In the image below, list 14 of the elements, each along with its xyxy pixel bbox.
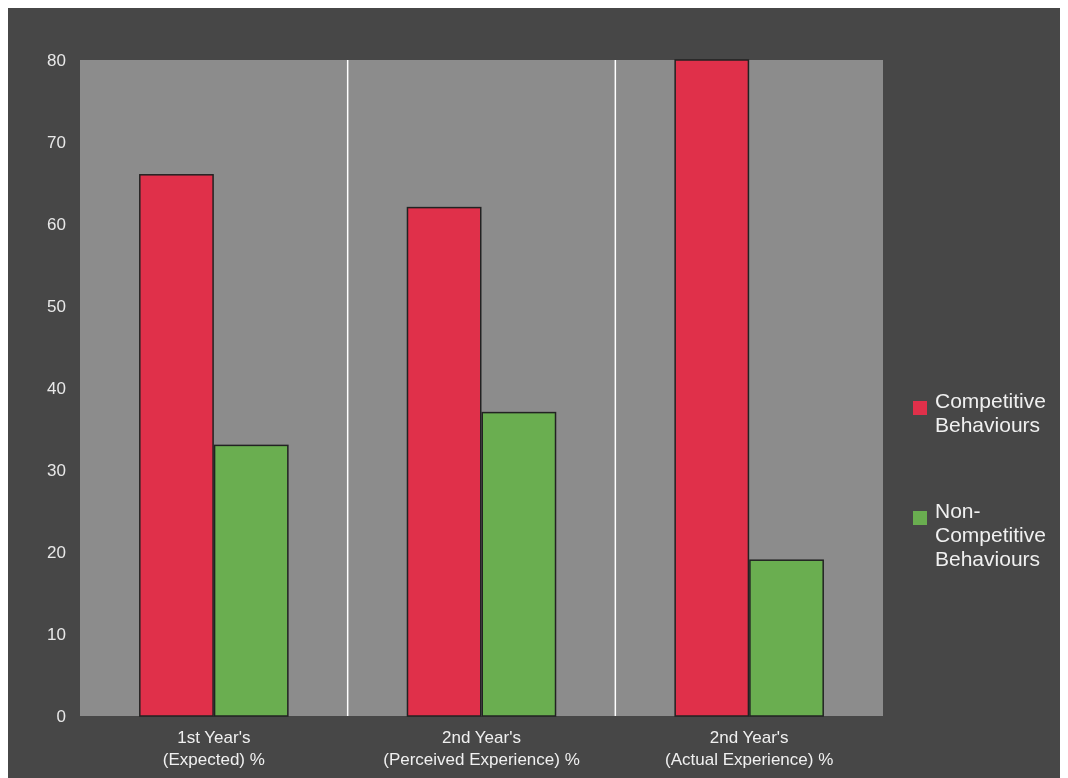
y-tick-label: 0	[56, 706, 66, 726]
y-tick-label: 80	[47, 50, 66, 70]
legend-label: Competitive Behaviours	[935, 389, 1046, 436]
x-tick-label: 2nd Year's (Perceived Experience) %	[383, 728, 580, 769]
y-tick-label: 40	[47, 378, 66, 398]
y-tick-label: 60	[47, 214, 66, 234]
x-tick-label: 1st Year's (Expected) %	[162, 728, 265, 769]
y-tick-label: 20	[47, 542, 66, 562]
y-tick-label: 70	[47, 132, 66, 152]
y-tick-label: 30	[47, 460, 66, 480]
x-tick-label: 2nd Year's (Actual Experience) %	[665, 728, 834, 769]
legend-label: Non-Competitive Behaviours	[935, 499, 1046, 570]
y-tick-label: 50	[47, 296, 66, 316]
y-tick-label: 10	[47, 624, 66, 644]
